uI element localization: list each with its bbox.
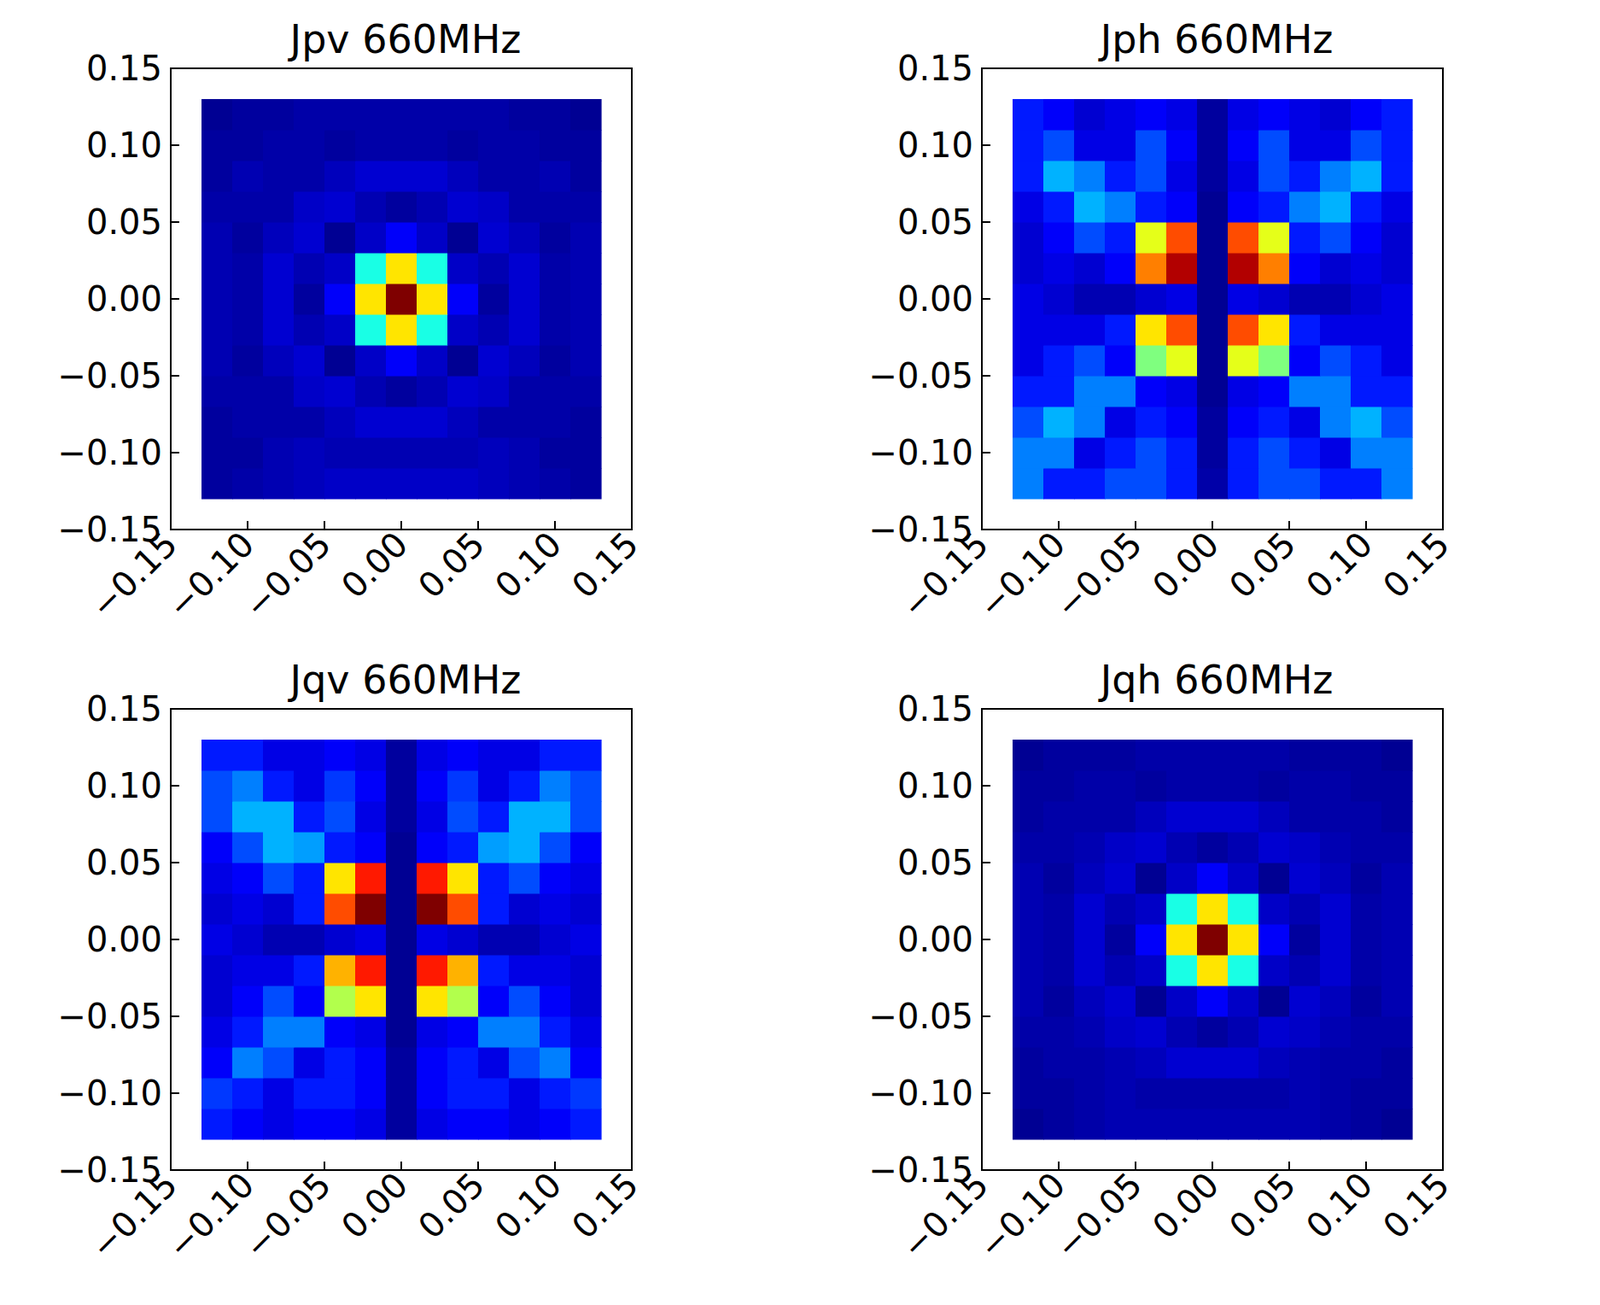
svg-text:0.15: 0.15 xyxy=(86,48,163,88)
svg-text:−0.10: −0.10 xyxy=(970,524,1073,626)
svg-text:−0.05: −0.05 xyxy=(1047,1164,1150,1267)
svg-text:0.10: 0.10 xyxy=(86,125,163,165)
svg-text:0.15: 0.15 xyxy=(897,48,974,88)
svg-text:0.00: 0.00 xyxy=(1144,524,1227,606)
svg-text:0.05: 0.05 xyxy=(86,842,163,882)
svg-text:0.15: 0.15 xyxy=(1375,524,1457,606)
svg-text:0.15: 0.15 xyxy=(897,689,974,729)
svg-text:0.05: 0.05 xyxy=(897,842,974,882)
svg-text:0.00: 0.00 xyxy=(86,919,163,959)
svg-text:0.10: 0.10 xyxy=(1298,1164,1380,1246)
svg-text:0.15: 0.15 xyxy=(564,1164,646,1246)
svg-text:0.00: 0.00 xyxy=(1144,1164,1227,1246)
svg-text:0.05: 0.05 xyxy=(1221,1164,1303,1246)
svg-text:0.15: 0.15 xyxy=(564,524,646,606)
svg-text:0.10: 0.10 xyxy=(1298,524,1380,606)
svg-text:0.10: 0.10 xyxy=(897,765,974,806)
svg-text:Jqv 660MHz: Jqv 660MHz xyxy=(287,656,522,703)
svg-text:Jqh 660MHz: Jqh 660MHz xyxy=(1097,656,1334,703)
svg-text:−0.05: −0.05 xyxy=(236,1164,339,1267)
svg-text:−0.05: −0.05 xyxy=(868,996,974,1036)
svg-text:0.00: 0.00 xyxy=(897,919,974,959)
svg-text:−0.15: −0.15 xyxy=(893,524,996,626)
svg-text:−0.15: −0.15 xyxy=(82,524,185,626)
svg-text:−0.15: −0.15 xyxy=(893,1164,996,1267)
svg-text:0.15: 0.15 xyxy=(86,689,163,729)
svg-text:−0.10: −0.10 xyxy=(970,1164,1073,1267)
svg-text:0.10: 0.10 xyxy=(86,765,163,806)
svg-text:0.00: 0.00 xyxy=(897,279,974,319)
svg-text:−0.10: −0.10 xyxy=(159,1164,262,1267)
svg-text:0.05: 0.05 xyxy=(897,202,974,242)
svg-text:0.00: 0.00 xyxy=(86,279,163,319)
svg-text:0.05: 0.05 xyxy=(410,1164,492,1246)
svg-text:−0.10: −0.10 xyxy=(57,432,163,473)
svg-text:Jpv 660MHz: Jpv 660MHz xyxy=(287,16,522,63)
svg-text:0.05: 0.05 xyxy=(86,202,163,242)
svg-text:−0.10: −0.10 xyxy=(868,432,974,473)
svg-text:−0.10: −0.10 xyxy=(159,524,262,626)
svg-text:−0.10: −0.10 xyxy=(868,1073,974,1113)
svg-text:0.15: 0.15 xyxy=(1375,1164,1457,1246)
svg-text:−0.15: −0.15 xyxy=(82,1164,185,1267)
svg-text:−0.05: −0.05 xyxy=(57,356,163,396)
svg-text:0.10: 0.10 xyxy=(487,1164,569,1246)
svg-text:−0.05: −0.05 xyxy=(57,996,163,1036)
svg-text:−0.05: −0.05 xyxy=(236,524,339,626)
svg-text:0.00: 0.00 xyxy=(333,1164,415,1246)
svg-text:−0.05: −0.05 xyxy=(868,356,974,396)
svg-text:0.05: 0.05 xyxy=(410,524,492,606)
svg-text:0.10: 0.10 xyxy=(487,524,569,606)
svg-text:0.05: 0.05 xyxy=(1221,524,1303,606)
svg-text:0.10: 0.10 xyxy=(897,125,974,165)
svg-text:Jph 660MHz: Jph 660MHz xyxy=(1097,16,1334,63)
svg-text:−0.05: −0.05 xyxy=(1047,524,1150,626)
svg-text:−0.10: −0.10 xyxy=(57,1073,163,1113)
svg-text:0.00: 0.00 xyxy=(333,524,415,606)
